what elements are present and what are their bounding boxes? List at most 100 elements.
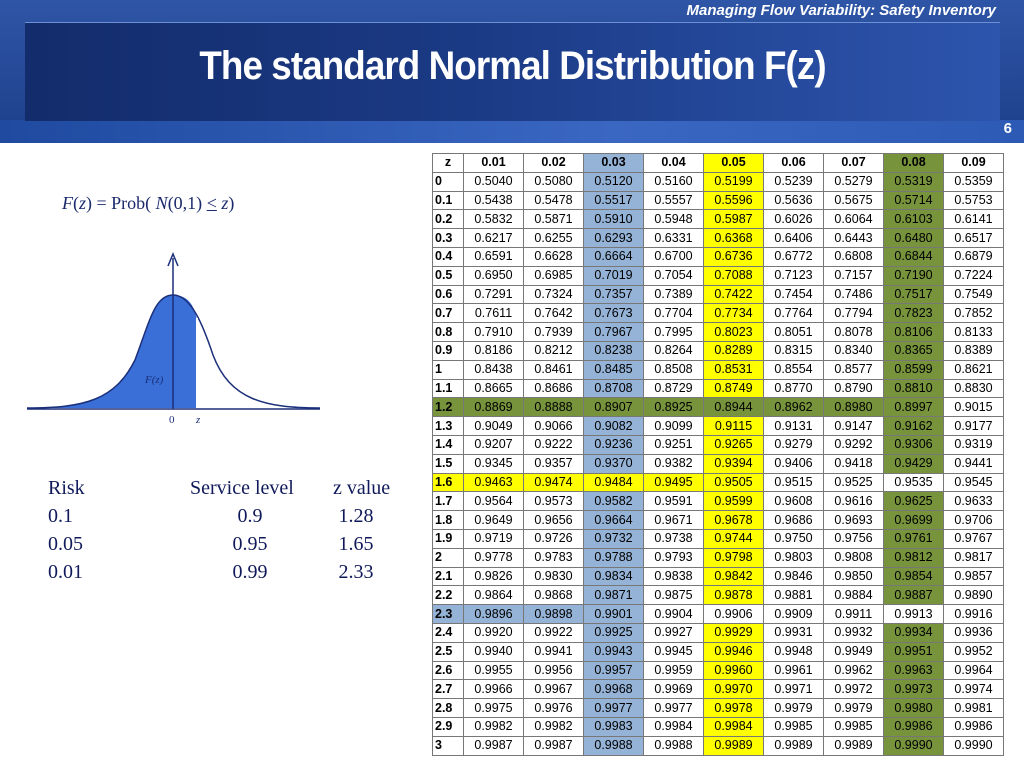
z-table-cell: 0.9940 [463, 641, 524, 662]
z-table-cell: 0.9986 [883, 716, 944, 737]
z-table-cell: 0.9699 [883, 510, 944, 530]
z-table-cell: 0.9936 [943, 622, 1004, 643]
z-table-cell: 0.9913 [883, 604, 944, 624]
z-table-row-label: 2 [432, 547, 464, 568]
z-table-cell: 0.9222 [523, 434, 584, 455]
z-table-cell: 0.9608 [763, 491, 824, 512]
z-table-cell: 0.8051 [763, 322, 824, 342]
z-table-column-header: 0.07 [823, 153, 884, 173]
z-table-cell: 0.8907 [583, 397, 644, 418]
z-table-cell: 0.7939 [523, 322, 584, 342]
z-table-cell: 0.9767 [943, 528, 1004, 549]
risk-value: 0.01 [48, 561, 83, 583]
z-table-cell: 0.8133 [943, 322, 1004, 342]
z-table-cell: 0.9989 [703, 735, 764, 756]
z-table-cell: 0.8810 [883, 378, 944, 399]
z-table-cell: 0.9945 [643, 641, 704, 662]
risk-row: 0.1 0.9 1.28 [48, 505, 408, 533]
z-table-cell: 0.9394 [703, 453, 764, 474]
risk-service-table: Risk Service level z value 0.1 0.9 1.28 … [48, 477, 408, 589]
z-table-cell: 0.8980 [823, 397, 884, 418]
z-table-cell: 0.5239 [763, 171, 824, 192]
z-table-cell: 0.9177 [943, 416, 1004, 436]
risk-value: 0.05 [48, 533, 83, 555]
z-table-row-label: 0.7 [432, 303, 464, 324]
z-table-cell: 0.8078 [823, 322, 884, 342]
z-table-cell: 0.6217 [463, 228, 524, 248]
z-table-row: 2.5 0.9940 0.9941 0.9943 0.9945 0.9946 0.9948 0… [432, 641, 1004, 662]
z-table-cell: 0.9515 [763, 472, 824, 493]
z-table-column-header: 0.09 [943, 153, 1004, 173]
z-table-cell: 0.9986 [943, 716, 1004, 737]
z-table-cell: 0.9803 [763, 547, 824, 568]
z-table-cell: 0.9967 [523, 679, 584, 700]
z-table-cell: 0.5948 [643, 209, 704, 230]
z-table-row: 2.3 0.9896 0.9898 0.9901 0.9904 0.9906 0.9909 0… [432, 604, 1004, 624]
service-level-value: 0.99 [232, 561, 268, 583]
z-table-cell: 0.6950 [463, 265, 524, 286]
z-table-cell: 0.9599 [703, 491, 764, 512]
formula-prob: Prob( [111, 193, 152, 213]
z-table-cell: 0.9744 [703, 528, 764, 549]
z-table-cell: 0.9842 [703, 566, 764, 587]
z-table-cell: 0.9207 [463, 434, 524, 455]
z-table-cell: 0.9898 [523, 604, 584, 624]
z-table-cell: 0.5040 [463, 171, 524, 192]
z-table-cell: 0.6772 [763, 246, 824, 267]
z-table-cell: 0.9738 [643, 528, 704, 549]
z-value: 2.33 [338, 561, 374, 583]
z-table-cell: 0.9545 [943, 472, 1004, 493]
z-table-cell: 0.7157 [823, 265, 884, 286]
z-table-cell: 0.9959 [643, 660, 704, 681]
z-table-row-label: 0.6 [432, 284, 464, 305]
z-table-cell: 0.7642 [523, 303, 584, 324]
z-table-cell: 0.9973 [883, 679, 944, 700]
z-table-cell: 0.9864 [463, 585, 524, 606]
z-table-cell: 0.6141 [943, 209, 1004, 230]
z-table-row-label: 3 [432, 735, 464, 756]
z-table-cell: 0.9573 [523, 491, 584, 512]
z-table-column-header: 0.01 [463, 153, 524, 173]
z-table-cell: 0.9505 [703, 472, 764, 493]
z-table-cell: 0.6844 [883, 246, 944, 267]
z-table-cell: 0.8212 [523, 340, 584, 361]
z-table-column-header: 0.04 [643, 153, 704, 173]
z-table-cell: 0.5753 [943, 190, 1004, 211]
z-table-cell: 0.9980 [883, 698, 944, 718]
z-table-cell: 0.8944 [703, 397, 764, 418]
z-table-cell: 0.9932 [823, 622, 884, 643]
z-table-cell: 0.8830 [943, 378, 1004, 399]
z-table-cell: 0.9975 [463, 698, 524, 718]
z-table-cell: 0.5359 [943, 171, 1004, 192]
z-table-cell: 0.9982 [463, 716, 524, 737]
z-table-row: 1.3 0.9049 0.9066 0.9082 0.9099 0.9115 0.9131 0… [432, 416, 1004, 436]
z-table-cell: 0.9582 [583, 491, 644, 512]
z-table-cell: 0.9633 [943, 491, 1004, 512]
z-table-cell: 0.6700 [643, 246, 704, 267]
z-table-cell: 0.8770 [763, 378, 824, 399]
z-table-cell: 0.9131 [763, 416, 824, 436]
z-table-cell: 0.9686 [763, 510, 824, 530]
z-table-cell: 0.9306 [883, 434, 944, 455]
z-table-cell: 0.9857 [943, 566, 1004, 587]
z-table-cell: 0.9881 [763, 585, 824, 606]
z-value-header: z value [333, 477, 391, 499]
z-table-cell: 0.9808 [823, 547, 884, 568]
z-table-row: 2.2 0.9864 0.9868 0.9871 0.9875 0.9878 0.9881 0… [432, 585, 1004, 606]
z-table-cell: 0.8749 [703, 378, 764, 399]
header-strip [0, 120, 1024, 143]
z-table-cell: 0.5596 [703, 190, 764, 211]
z-table-cell: 0.9916 [943, 604, 1004, 624]
z-table-cell: 0.6736 [703, 246, 764, 267]
z-table-cell: 0.9798 [703, 547, 764, 568]
z-table-cell: 0.9750 [763, 528, 824, 549]
z-table-row-label: 0.2 [432, 209, 464, 230]
z-table-cell: 0.9990 [883, 735, 944, 756]
z-table-row-label: 2.1 [432, 566, 464, 587]
z-table-cell: 0.5080 [523, 171, 584, 192]
z-table-cell: 0.8708 [583, 378, 644, 399]
z-table-row-label: 2.5 [432, 641, 464, 662]
z-table-cell: 0.5871 [523, 209, 584, 230]
risk-row: 0.05 0.95 1.65 [48, 533, 408, 561]
z-table-row: 0.5 0.6950 0.6985 0.7019 0.7054 0.7088 0.7123 0… [432, 265, 1004, 286]
